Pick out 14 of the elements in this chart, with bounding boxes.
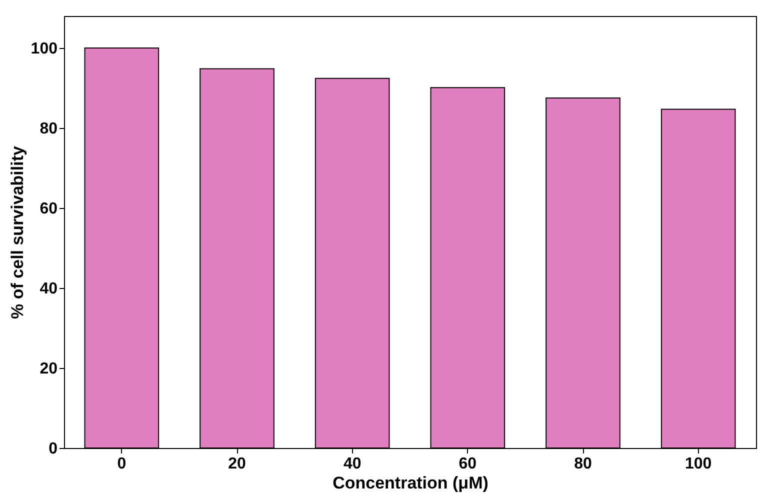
x-tick-label: 60 bbox=[458, 456, 477, 472]
x-tick-label: 0 bbox=[117, 456, 126, 472]
x-tick-label: 80 bbox=[574, 456, 592, 472]
y-axis-title: % of cell survivability bbox=[8, 146, 27, 319]
y-tick-label: 0 bbox=[48, 440, 58, 458]
y-tick-label: 20 bbox=[40, 360, 58, 378]
x-tick-label: 100 bbox=[684, 456, 712, 472]
y-tick-label: 80 bbox=[40, 120, 58, 138]
y-tick-label: 60 bbox=[40, 200, 58, 218]
y-tick-label: 40 bbox=[40, 280, 58, 298]
x-axis-title: Concentration (μM) bbox=[332, 474, 488, 492]
y-tick-label: 100 bbox=[30, 40, 58, 58]
x-tick-label: 20 bbox=[228, 456, 246, 472]
x-tick-label: 40 bbox=[343, 456, 362, 472]
